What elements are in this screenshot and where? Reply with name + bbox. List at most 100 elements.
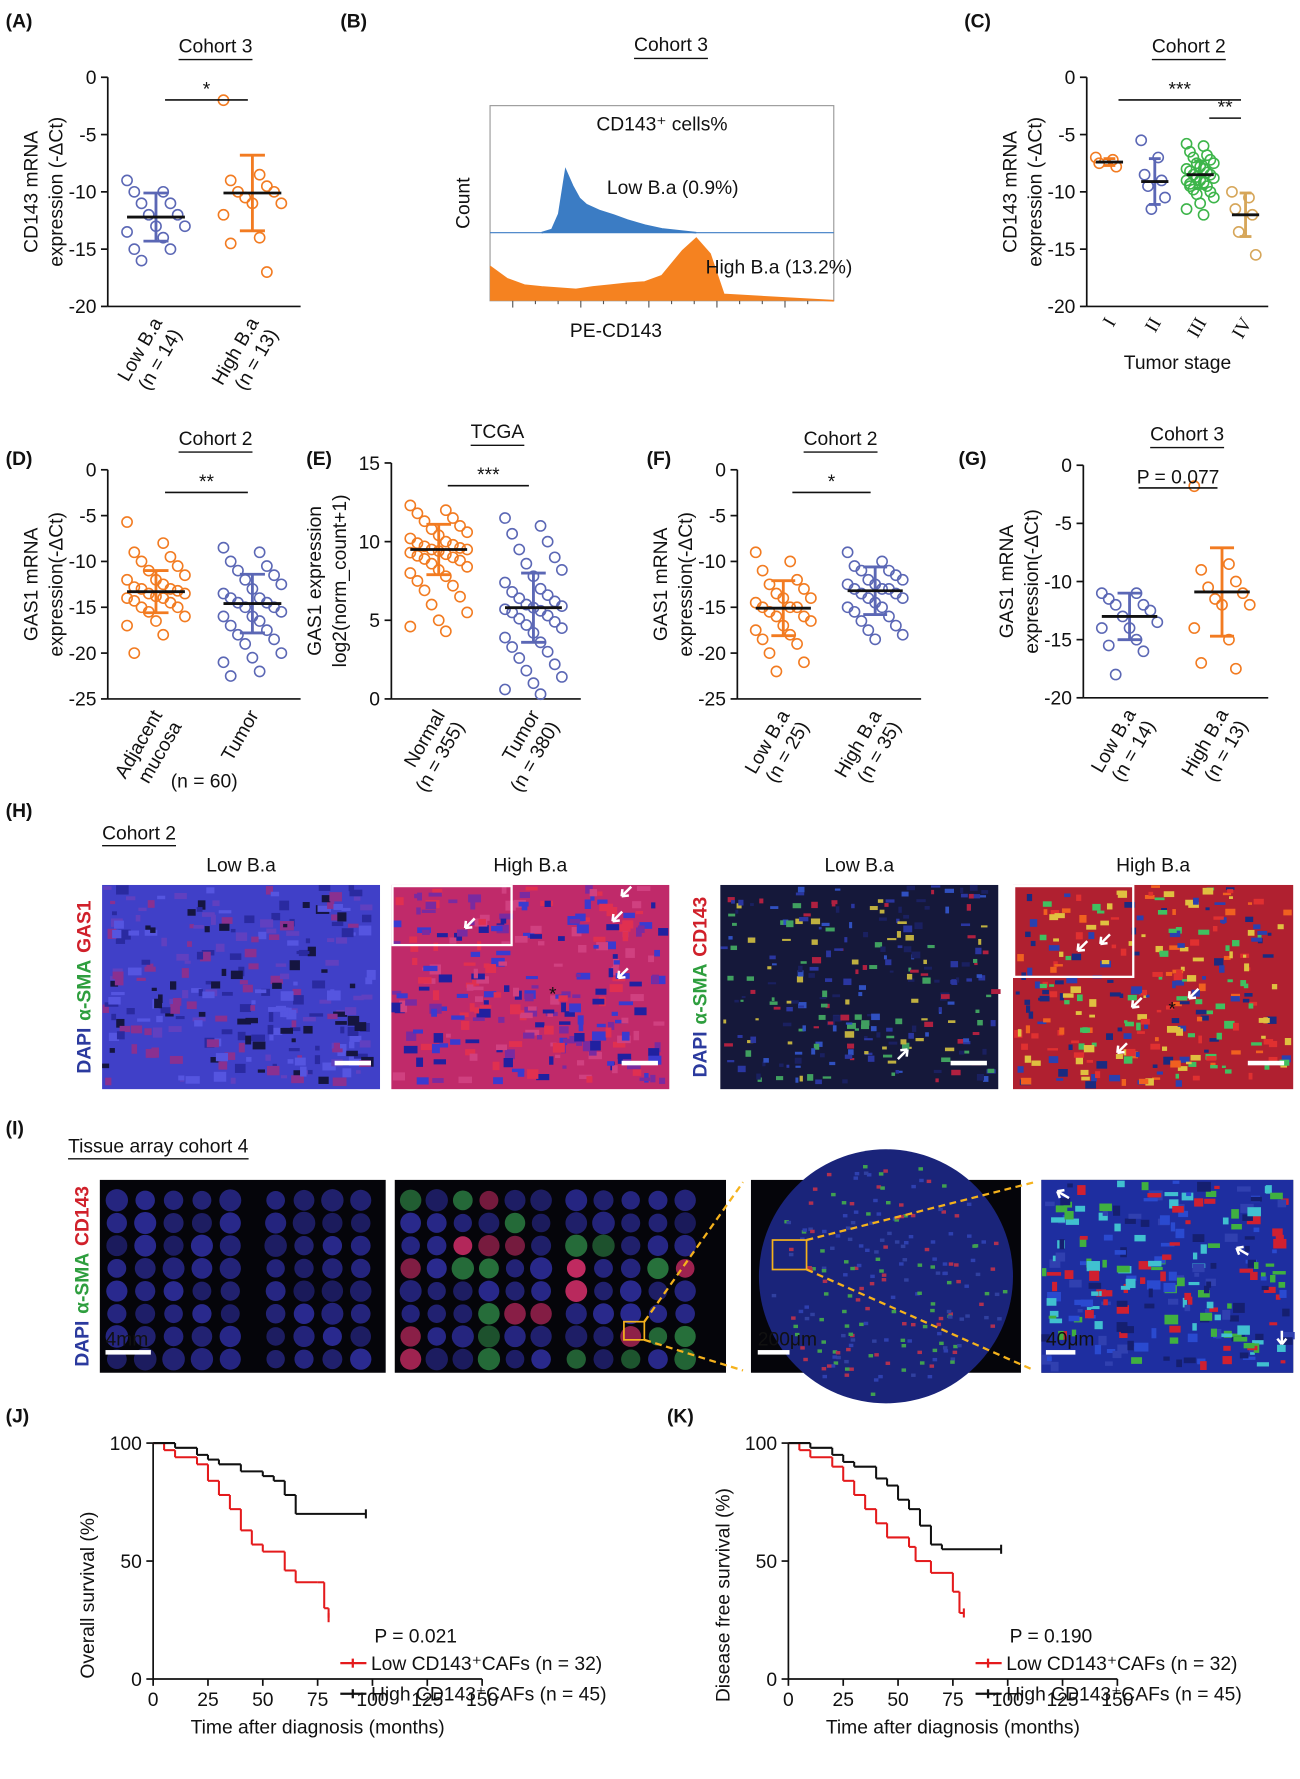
texture bbox=[916, 899, 926, 903]
texture bbox=[1054, 964, 1063, 967]
texture bbox=[549, 1056, 554, 1065]
texture bbox=[230, 970, 243, 980]
tissue-core bbox=[105, 1189, 129, 1212]
texture bbox=[290, 1027, 301, 1032]
texture bbox=[907, 978, 915, 982]
y-axis-label: log2(norm_count+1) bbox=[330, 494, 351, 667]
texture bbox=[186, 1001, 197, 1010]
texture bbox=[895, 1069, 899, 1074]
texture bbox=[292, 988, 302, 999]
texture bbox=[918, 1167, 923, 1171]
texture bbox=[125, 896, 136, 901]
data-point bbox=[171, 208, 184, 221]
texture bbox=[956, 977, 960, 983]
texture bbox=[187, 909, 196, 916]
texture bbox=[219, 923, 230, 931]
texture bbox=[1185, 1220, 1191, 1225]
texture bbox=[823, 1292, 829, 1296]
texture bbox=[639, 922, 653, 929]
data-point bbox=[275, 605, 288, 618]
texture bbox=[333, 904, 343, 910]
texture bbox=[182, 990, 189, 999]
data-point bbox=[171, 601, 184, 614]
texture bbox=[870, 1392, 876, 1396]
texture bbox=[941, 1210, 947, 1214]
data-point bbox=[520, 557, 533, 570]
data-point bbox=[1184, 180, 1196, 193]
texture bbox=[406, 1031, 417, 1041]
texture bbox=[1119, 1331, 1128, 1339]
texture bbox=[727, 1060, 735, 1063]
texture bbox=[901, 1368, 907, 1372]
header: CD143⁺ cells% bbox=[596, 115, 727, 136]
texture bbox=[866, 1173, 872, 1177]
texture bbox=[975, 1009, 980, 1014]
arrow bbox=[463, 917, 476, 930]
scale-label: 200μm bbox=[758, 1330, 817, 1351]
stain-label: DAPIα-SMAGAS1 bbox=[75, 900, 96, 1073]
data-point bbox=[1187, 151, 1200, 164]
texture bbox=[322, 1062, 336, 1071]
texture bbox=[1279, 1059, 1290, 1066]
texture bbox=[1231, 1209, 1239, 1219]
texture bbox=[1086, 1305, 1092, 1311]
texture bbox=[850, 1220, 856, 1225]
texture bbox=[321, 895, 331, 903]
data-point bbox=[1223, 558, 1235, 570]
texture bbox=[1159, 1215, 1170, 1225]
data-point bbox=[128, 594, 141, 607]
texture bbox=[433, 1059, 447, 1065]
texture bbox=[869, 1221, 874, 1225]
texture bbox=[521, 906, 528, 911]
texture bbox=[927, 944, 935, 949]
inset bbox=[1013, 884, 1135, 978]
texture bbox=[202, 912, 215, 917]
data-point bbox=[253, 615, 266, 627]
tissue-core bbox=[401, 1236, 420, 1255]
texture bbox=[911, 998, 919, 1003]
texture bbox=[842, 1079, 848, 1084]
tissue-core bbox=[350, 1303, 371, 1324]
data-point bbox=[770, 610, 783, 623]
texture bbox=[1198, 1035, 1203, 1044]
column-label: High B.a bbox=[1116, 855, 1190, 876]
texture bbox=[903, 1241, 909, 1245]
texture bbox=[1030, 940, 1036, 947]
data-point bbox=[224, 555, 237, 568]
y-tick-label: -25 bbox=[698, 690, 726, 711]
texture bbox=[145, 925, 151, 931]
x-axis-label: Time after diagnosis (months) bbox=[826, 1717, 1080, 1738]
texture bbox=[501, 941, 510, 946]
texture bbox=[796, 976, 804, 983]
tissue-core bbox=[620, 1326, 642, 1347]
texture bbox=[335, 937, 348, 944]
data-point bbox=[534, 688, 547, 701]
texture bbox=[469, 1053, 478, 1061]
texture bbox=[869, 965, 878, 970]
texture bbox=[1100, 920, 1109, 926]
texture bbox=[834, 888, 841, 891]
texture bbox=[1243, 1342, 1255, 1349]
texture bbox=[811, 939, 818, 945]
texture bbox=[976, 974, 983, 978]
tissue-core bbox=[530, 1257, 553, 1280]
texture bbox=[1229, 951, 1233, 959]
texture bbox=[537, 941, 545, 946]
tissue-core bbox=[594, 1258, 613, 1278]
texture bbox=[258, 931, 267, 940]
tissue-core bbox=[264, 1234, 287, 1257]
texture bbox=[818, 1014, 826, 1020]
data-point bbox=[541, 609, 554, 622]
texture bbox=[135, 914, 141, 922]
texture bbox=[1172, 1180, 1180, 1184]
texture bbox=[472, 986, 484, 991]
texture bbox=[736, 903, 742, 909]
texture bbox=[165, 1012, 174, 1017]
texture bbox=[831, 1192, 836, 1197]
texture bbox=[621, 1017, 629, 1024]
texture bbox=[1244, 963, 1250, 972]
texture bbox=[172, 997, 182, 1006]
texture bbox=[1195, 1009, 1207, 1015]
texture bbox=[1263, 1017, 1269, 1024]
texture bbox=[902, 1258, 908, 1262]
